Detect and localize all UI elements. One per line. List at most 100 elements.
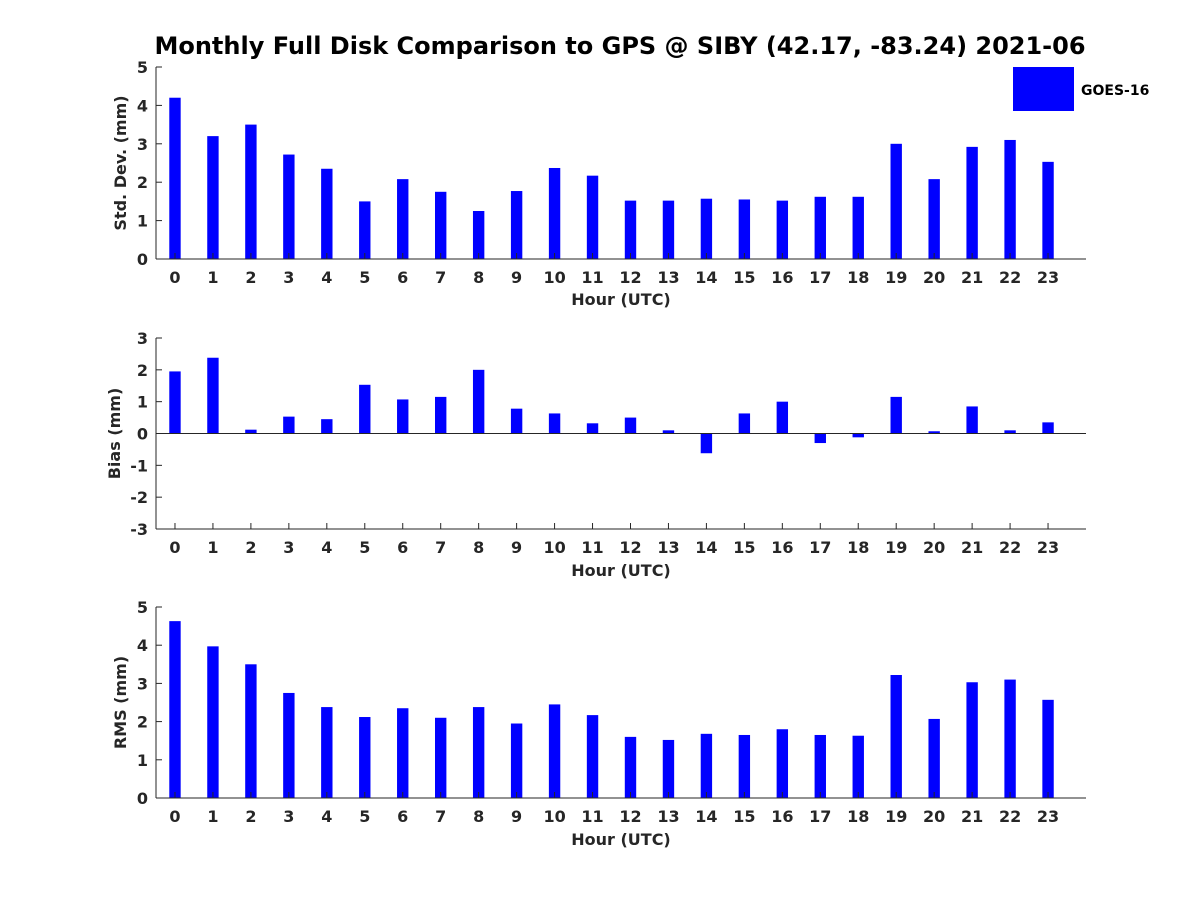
y-tick-label: 3 [137,674,148,693]
x-tick-label: 0 [169,538,180,557]
x-tick-label: 2 [245,268,256,287]
x-tick-label: 13 [657,538,679,557]
x-tick-label: 19 [885,807,907,826]
bar-hour-21 [966,406,978,434]
y-tick-label: 0 [137,425,148,444]
bar-hour-4 [321,707,333,798]
x-tick-label: 8 [473,268,484,287]
x-tick-label: 12 [619,538,641,557]
bar-hour-9 [510,191,523,259]
bar-hour-3 [283,154,295,259]
x-tick-label: 4 [321,807,332,826]
bar-hour-6 [397,399,409,434]
bar-hour-23 [1042,699,1054,798]
bar-hour-13 [662,200,675,259]
bar-hour-15 [738,199,751,259]
x-tick-label: 5 [359,538,370,557]
bar-hour-1 [207,136,219,259]
bar-hour-22 [1004,430,1016,434]
y-tick-label: 1 [137,393,148,412]
y-tick-label: 0 [137,250,148,269]
x-tick-label: 16 [771,268,793,287]
x-tick-label: 17 [809,538,831,557]
x-tick-label: 11 [581,807,603,826]
x-axis-label: Hour (UTC) [571,290,671,309]
bar-hour-7 [435,191,447,259]
bar-hour-10 [548,167,561,259]
bar-hour-8 [472,369,485,434]
bar-hour-8 [472,707,485,798]
x-tick-label: 6 [397,807,408,826]
y-tick-label: -1 [130,456,148,475]
bar-hour-17 [814,433,826,444]
x-tick-label: 9 [511,538,522,557]
x-tick-label: 13 [657,268,679,287]
x-tick-label: 12 [619,268,641,287]
x-tick-label: 16 [771,538,793,557]
x-tick-label: 21 [961,807,983,826]
x-tick-label: 11 [581,538,603,557]
y-tick-label: 2 [137,713,148,732]
x-tick-label: 1 [207,807,218,826]
bar-hour-3 [283,692,295,798]
y-axis-label: Bias (mm) [105,388,124,480]
x-tick-label: 6 [397,268,408,287]
x-axis-label: Hour (UTC) [571,561,671,580]
bar-hour-12 [624,736,637,798]
bar-hour-10 [548,704,561,798]
x-tick-label: 20 [923,268,945,287]
bar-hour-3 [283,416,295,434]
y-tick-label: -2 [130,488,148,507]
bar-hour-7 [435,396,447,434]
bar-hour-20 [928,431,940,434]
y-tick-label: 2 [137,361,148,380]
bar-hour-14 [700,198,713,259]
bar-hour-0 [169,621,181,798]
bar-hour-4 [321,419,333,434]
bar-hour-1 [207,357,219,434]
x-axis-label: Hour (UTC) [571,830,671,849]
bar-hour-12 [624,200,637,259]
bar-hour-13 [662,430,675,434]
x-tick-label: 19 [885,268,907,287]
y-tick-label: 4 [137,96,148,115]
bar-hour-22 [1004,679,1016,798]
y-tick-label: 4 [137,636,148,655]
x-tick-label: 3 [283,538,294,557]
bar-hour-21 [966,682,978,798]
x-tick-label: 18 [847,807,869,826]
x-tick-label: 11 [581,268,603,287]
x-tick-label: 14 [695,538,717,557]
y-tick-label: 2 [137,173,148,192]
x-tick-label: 12 [619,807,641,826]
x-tick-label: 19 [885,538,907,557]
bar-hour-11 [586,423,599,434]
bar-hour-18 [852,735,864,798]
x-tick-label: 6 [397,538,408,557]
bar-hour-2 [245,664,257,798]
bar-hour-2 [245,429,257,434]
bar-hour-19 [890,396,902,434]
x-tick-label: 17 [809,268,831,287]
chart-title: Monthly Full Disk Comparison to GPS @ SI… [154,32,1085,60]
x-tick-label: 10 [543,538,565,557]
x-tick-label: 15 [733,268,755,287]
x-tick-label: 8 [473,538,484,557]
y-tick-label: -3 [130,520,148,539]
y-tick-label: 5 [137,58,148,77]
bar-hour-14 [700,733,713,798]
legend: GOES-16 [1012,67,1149,112]
x-tick-label: 4 [321,268,332,287]
x-tick-label: 3 [283,807,294,826]
bar-hour-4 [321,168,333,259]
bar-hour-23 [1042,422,1054,434]
x-tick-label: 22 [999,807,1021,826]
bar-hour-18 [852,433,864,438]
bar-hour-6 [397,708,409,798]
bar-hour-21 [966,146,978,259]
x-tick-label: 18 [847,538,869,557]
x-tick-label: 22 [999,268,1021,287]
